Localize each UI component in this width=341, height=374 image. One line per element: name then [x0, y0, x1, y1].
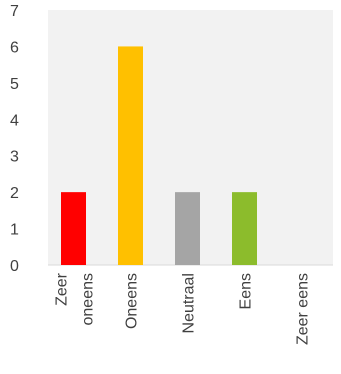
x-category-label: Neutraal — [181, 273, 198, 333]
x-category-label: Zeer — [54, 272, 71, 306]
y-tick-label: 4 — [10, 112, 19, 129]
bar — [61, 192, 86, 265]
bar — [118, 46, 143, 265]
y-tick-label: 0 — [10, 258, 19, 275]
y-tick-label: 1 — [10, 222, 19, 239]
y-tick-label: 7 — [10, 3, 19, 20]
x-category-label: Oneens — [124, 273, 141, 329]
bars — [61, 46, 257, 265]
x-category-label: Eens — [238, 273, 255, 309]
bar — [175, 192, 200, 265]
x-axis-category-labels: Zeer oneens Oneens Neutraal Eens Zeer eens — [54, 272, 312, 345]
x-category-label: Zeer eens — [295, 273, 312, 345]
y-tick-label: 2 — [10, 185, 19, 202]
bar — [232, 192, 257, 265]
x-category-label: oneens — [80, 273, 97, 326]
y-tick-label: 3 — [10, 149, 19, 166]
y-tick-label: 5 — [10, 76, 19, 93]
y-tick-label: 6 — [10, 39, 19, 56]
y-axis-tick-labels: 0 1 2 3 4 5 6 7 — [10, 3, 19, 275]
